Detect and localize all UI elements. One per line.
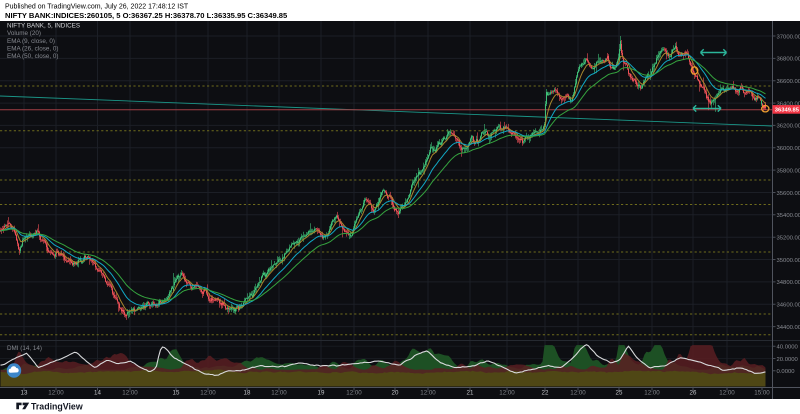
svg-text:36400.00: 36400.00 — [777, 101, 800, 107]
svg-text:26: 26 — [690, 389, 697, 396]
svg-text:13: 13 — [21, 389, 28, 396]
svg-text:21: 21 — [467, 389, 474, 396]
svg-text:36000.00: 36000.00 — [777, 146, 800, 152]
svg-text:12:00: 12:00 — [48, 389, 64, 396]
svg-text:TradingView: TradingView — [31, 401, 83, 411]
svg-text:36349.85: 36349.85 — [775, 108, 800, 114]
svg-text:35200.00: 35200.00 — [777, 236, 800, 242]
svg-text:12:00: 12:00 — [122, 389, 138, 396]
svg-text:EMA (26, close, 0): EMA (26, close, 0) — [7, 45, 58, 52]
svg-text:35600.00: 35600.00 — [777, 191, 800, 197]
svg-text:Volume (20): Volume (20) — [7, 30, 41, 37]
svg-text:12:00: 12:00 — [719, 389, 735, 396]
svg-text:25: 25 — [616, 389, 623, 396]
svg-text:EMA (50, close, 0): EMA (50, close, 0) — [7, 53, 58, 60]
svg-text:34600.00: 34600.00 — [777, 303, 800, 309]
svg-text:Published on TradingView.com,: Published on TradingView.com, July 26, 2… — [5, 4, 189, 11]
svg-text:15:00: 15:00 — [754, 389, 770, 396]
svg-text:18: 18 — [244, 389, 251, 396]
svg-text:34800.00: 34800.00 — [777, 280, 800, 286]
svg-text:37000.00: 37000.00 — [777, 34, 800, 40]
svg-text:22: 22 — [542, 389, 549, 396]
svg-text:36800.00: 36800.00 — [777, 57, 800, 63]
svg-text:NIFTY BANK, 5, INDICES: NIFTY BANK, 5, INDICES — [7, 22, 80, 29]
svg-text:35000.00: 35000.00 — [777, 258, 800, 264]
svg-text:12:00: 12:00 — [200, 389, 216, 396]
svg-text:20.0000: 20.0000 — [777, 357, 799, 363]
svg-text:36600.00: 36600.00 — [777, 79, 800, 85]
svg-text:12:00: 12:00 — [271, 389, 287, 396]
svg-text:19: 19 — [318, 389, 325, 396]
svg-text:40.0000: 40.0000 — [777, 345, 799, 351]
svg-text:EMA (9, close, 0): EMA (9, close, 0) — [7, 38, 55, 45]
svg-text:12:00: 12:00 — [346, 389, 362, 396]
svg-text:36200.00: 36200.00 — [777, 124, 800, 130]
svg-text:35800.00: 35800.00 — [777, 168, 800, 174]
svg-text:NIFTY BANK:INDICES:260105, 5 O: NIFTY BANK:INDICES:260105, 5 O:36367.25 … — [5, 11, 288, 20]
svg-text:20: 20 — [392, 389, 399, 396]
svg-text:12:00: 12:00 — [499, 389, 515, 396]
svg-text:12:00: 12:00 — [420, 389, 436, 396]
svg-text:15: 15 — [173, 389, 180, 396]
svg-text:12:00: 12:00 — [570, 389, 586, 396]
svg-text:14: 14 — [94, 389, 101, 396]
svg-text:12:00: 12:00 — [644, 389, 660, 396]
svg-text:0.0000: 0.0000 — [777, 369, 796, 375]
svg-text:35400.00: 35400.00 — [777, 213, 800, 219]
svg-text:34400.00: 34400.00 — [777, 325, 800, 331]
svg-text:DMI (14, 14): DMI (14, 14) — [7, 345, 42, 352]
